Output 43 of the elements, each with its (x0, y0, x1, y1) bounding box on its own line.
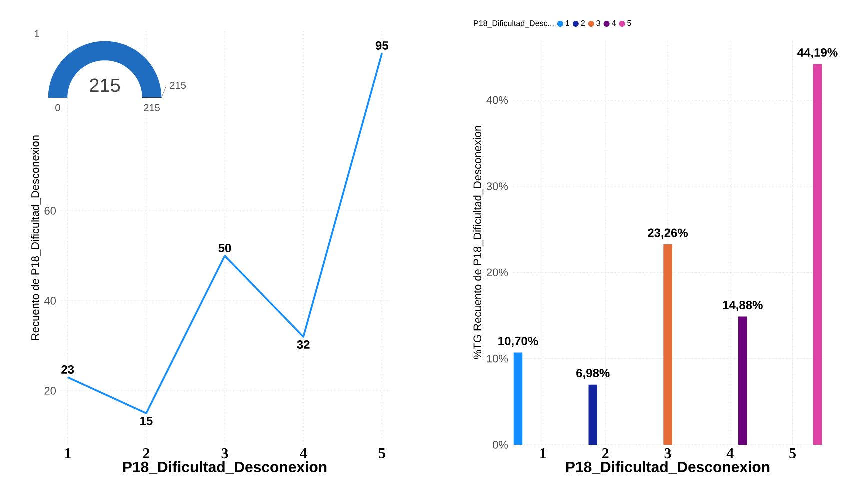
x-tick-label: 2 (602, 448, 609, 458)
y-tick-label: 40% (486, 96, 508, 104)
data-label: 215 (90, 78, 120, 92)
x-tick-label: 1 (540, 448, 546, 458)
y-tick-label: 0% (492, 441, 508, 449)
x-tick-label: 3 (222, 448, 228, 459)
y-tick-label: 30% (486, 182, 508, 190)
annotation: 0 (56, 104, 60, 112)
data-label: 10,70% (498, 337, 538, 348)
x-tick-label: 5 (790, 448, 796, 458)
x-tick-label: 4 (300, 448, 308, 458)
data-label: 14,88% (723, 301, 763, 312)
data-label: 32 (297, 340, 310, 350)
data-label: 6,98% (576, 369, 610, 380)
x-tick-label: 3 (664, 448, 672, 459)
legend-label: 4 (612, 20, 616, 26)
annotation: 215 (144, 104, 160, 112)
data-label: 23 (62, 365, 74, 374)
y-tick-label: 20% (487, 268, 508, 277)
y-tick-label: 10% (487, 354, 508, 363)
y-axis-title: Recuento de P18_Dificultad_Desconexion (31, 136, 42, 340)
data-label: 15 (140, 417, 153, 426)
data-label: 50 (218, 244, 232, 252)
x-axis-title: P18_Dificultad_Desconexion (566, 461, 770, 474)
legend-label: 1 (566, 20, 570, 26)
x-tick-label: 2 (143, 448, 150, 458)
x-tick-label: 1 (65, 448, 71, 458)
legend-label: 3 (596, 20, 600, 26)
y-axis-title: %TG Recuento de P18_Dificultad_Desconexion (473, 126, 484, 360)
legend-title: P18_Dificultad_Desc... (474, 20, 554, 28)
y-tick-label: 60 (44, 207, 56, 215)
data-label: 23,26% (648, 228, 688, 240)
text: 1 (34, 30, 40, 38)
y-tick-label: 40 (44, 297, 56, 305)
legend-label: 5 (628, 20, 632, 26)
x-tick-label: 5 (378, 448, 386, 458)
legend-label: 2 (581, 20, 585, 26)
x-axis-title: P18_Dificultad_Desconexion (123, 461, 327, 474)
y-tick-label: 20 (44, 387, 56, 395)
data-label: 44,19% (798, 48, 838, 59)
data-label: 95 (376, 41, 388, 50)
x-tick-label: 4 (726, 448, 734, 458)
annotation: 215 (170, 82, 186, 90)
